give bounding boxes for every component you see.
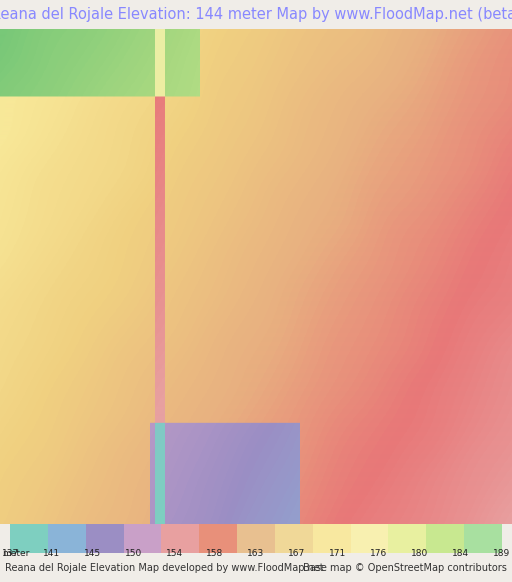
Bar (161, 524, 199, 553)
Text: 184: 184 (452, 548, 470, 558)
Text: 180: 180 (411, 548, 429, 558)
Text: 163: 163 (247, 548, 265, 558)
Text: 137: 137 (2, 548, 19, 558)
Text: 141: 141 (42, 548, 60, 558)
Text: 171: 171 (329, 548, 347, 558)
Text: Reana del Rojale Elevation Map developed by www.FloodMap.net: Reana del Rojale Elevation Map developed… (5, 563, 324, 573)
Bar (388, 524, 426, 553)
Bar (10, 524, 48, 553)
Bar (86, 524, 124, 553)
Bar (275, 524, 313, 553)
Bar (426, 524, 464, 553)
Text: 145: 145 (83, 548, 101, 558)
Text: 154: 154 (165, 548, 183, 558)
Bar (464, 524, 502, 553)
Bar (48, 524, 86, 553)
Text: 176: 176 (370, 548, 388, 558)
Text: Base map © OpenStreetMap contributors: Base map © OpenStreetMap contributors (303, 563, 507, 573)
Bar (199, 524, 237, 553)
Text: 167: 167 (288, 548, 306, 558)
Bar (237, 524, 275, 553)
Bar (351, 524, 388, 553)
Text: 158: 158 (206, 548, 224, 558)
Bar (313, 524, 351, 553)
Text: Reana del Rojale Elevation: 144 meter Map by www.FloodMap.net (beta): Reana del Rojale Elevation: 144 meter Ma… (0, 7, 512, 22)
Bar (124, 524, 161, 553)
Text: 189: 189 (493, 548, 510, 558)
Text: 150: 150 (124, 548, 142, 558)
Text: meter: meter (3, 548, 30, 558)
